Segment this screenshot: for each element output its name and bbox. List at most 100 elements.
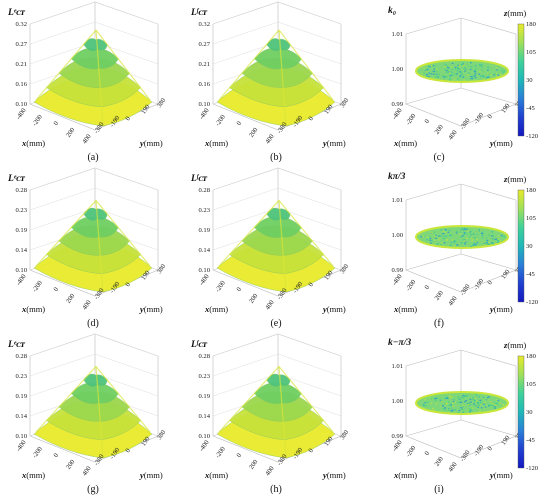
noise-speck	[470, 75, 473, 78]
noise-speck	[438, 73, 440, 75]
z-tick-label: 0.10	[198, 433, 210, 440]
noise-speck	[460, 242, 462, 244]
colorbar-tick-label: -120	[526, 299, 539, 306]
noise-speck	[473, 400, 476, 402]
noise-speck	[474, 76, 477, 78]
colorbar-tick-label: -120	[526, 465, 539, 472]
y-axis-var: y	[489, 138, 494, 148]
noise-speck	[471, 240, 474, 242]
noise-speck	[486, 76, 488, 78]
noise-speck	[456, 401, 459, 404]
noise-speck	[496, 67, 498, 69]
noise-speck	[464, 70, 466, 72]
noise-speck	[479, 71, 481, 73]
noise-speck	[459, 229, 462, 231]
noise-speck	[451, 69, 454, 71]
noise-speck	[430, 402, 433, 404]
noise-speck	[499, 402, 501, 405]
noise-speck	[433, 231, 436, 233]
x-tick-label: -400	[391, 273, 404, 287]
noise-speck	[470, 234, 472, 236]
noise-speck	[475, 67, 477, 70]
z-tick-label: 0.19	[198, 227, 210, 234]
y-tick-label: 0	[124, 447, 132, 454]
y-axis-label: y(mm)	[322, 138, 346, 148]
noise-speck	[480, 407, 483, 409]
noise-speck	[465, 395, 467, 397]
x-tick-label: 200	[65, 292, 77, 305]
noise-speck	[444, 64, 447, 66]
noise-speck	[493, 406, 496, 408]
x-axis-label: x(mm)	[393, 470, 417, 480]
x-tick-label: 0	[53, 286, 61, 293]
surface-ridge	[278, 200, 334, 267]
noise-speck	[459, 231, 462, 233]
colorbar-title: z(mm)	[503, 8, 526, 18]
noise-speck	[469, 409, 471, 411]
noise-speck	[495, 238, 498, 240]
noise-speck	[479, 410, 481, 412]
noise-speck	[450, 411, 453, 413]
noise-speck	[458, 64, 461, 67]
y-tick-label: 380	[156, 428, 168, 441]
surface	[33, 29, 153, 127]
z-axis-label: Lᵉᴄᴛ	[8, 340, 25, 350]
noise-speck	[486, 241, 489, 244]
y-axis-var: y	[139, 470, 144, 480]
noise-speck	[449, 79, 451, 81]
noise-speck	[463, 67, 466, 69]
z-tick-label: 1.01	[391, 31, 403, 38]
x-axis-unit: (mm)	[26, 304, 45, 314]
noise-speck	[423, 405, 425, 407]
y-tick-label: 380	[156, 262, 168, 275]
x-tick-label: 400	[81, 465, 93, 478]
noise-speck	[465, 228, 468, 230]
y-tick-label: 190	[323, 435, 335, 448]
noise-speck	[460, 401, 463, 403]
z-tick-label: 0.14	[15, 413, 27, 420]
noise-speck	[451, 72, 454, 74]
noise-speck	[462, 406, 465, 408]
y-axis-unit: (mm)	[144, 470, 163, 480]
noise-speck	[449, 72, 451, 74]
z-tick-label: 0.10	[198, 267, 210, 274]
surface	[216, 200, 336, 293]
noise-speck	[473, 237, 476, 239]
colorbar-tick-label: 105	[526, 381, 537, 388]
noise-speck	[430, 242, 432, 244]
noise-speck	[486, 239, 489, 242]
z-tick-label: 0.99	[391, 267, 403, 274]
surface	[33, 200, 153, 293]
noise-speck	[445, 69, 448, 72]
noise-speck	[477, 401, 479, 404]
noise-speck	[442, 233, 444, 235]
noise-speck	[444, 403, 447, 405]
z-tick-label: 0.23	[198, 207, 210, 214]
colorbar-title: z(mm)	[503, 340, 526, 350]
surface-ridge	[95, 29, 151, 101]
noise-speck	[425, 70, 428, 72]
noise-speck	[463, 79, 465, 81]
surface-ridge	[278, 366, 334, 433]
x-tick-label: -200	[405, 278, 418, 292]
noise-speck	[429, 235, 431, 238]
colorbar-gradient	[517, 355, 525, 469]
noise-speck	[461, 75, 464, 77]
noise-speck	[442, 237, 445, 240]
noise-speck	[433, 71, 435, 73]
noise-speck	[502, 71, 505, 74]
colorbar-tick-label: 180	[526, 353, 537, 360]
noise-speck	[480, 75, 482, 77]
noise-speck	[490, 242, 493, 244]
noise-speck	[497, 74, 499, 76]
noise-speck	[456, 230, 458, 233]
x-tick-label: -400	[198, 107, 211, 121]
z-tick-label: 1.00	[391, 232, 403, 239]
surface-ridge	[95, 366, 151, 433]
x-tick-label: 400	[264, 465, 276, 478]
noise-speck	[483, 243, 486, 246]
noise-speck	[479, 399, 482, 401]
noise-speck	[478, 230, 481, 232]
noise-speck	[475, 400, 478, 402]
x-axis-var: x	[393, 470, 399, 480]
